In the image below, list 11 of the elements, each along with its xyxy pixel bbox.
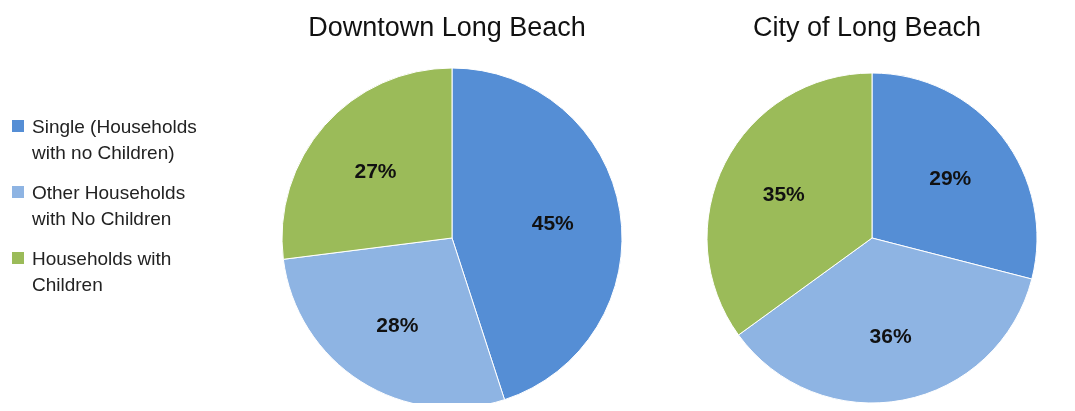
legend-label: Other Households with No Children: [32, 180, 187, 231]
chart-title: Downtown Long Beach: [308, 12, 586, 42]
data-label: 45%: [531, 210, 575, 234]
data-label: 27%: [354, 159, 397, 183]
legend-label: Households with Children: [32, 246, 173, 297]
data-label: 29%: [929, 165, 972, 189]
data-label: 36%: [869, 323, 912, 347]
legend-label: Single (Households with no Children): [32, 114, 198, 165]
data-label: 35%: [762, 181, 806, 205]
data-label: 28%: [376, 312, 419, 336]
chart-title: City of Long Beach: [752, 12, 982, 42]
